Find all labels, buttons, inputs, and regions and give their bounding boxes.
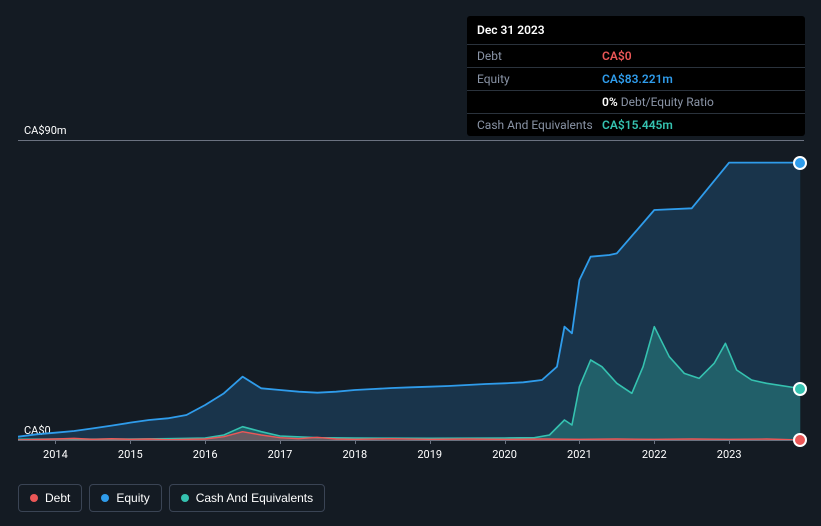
legend-dot-icon bbox=[181, 494, 189, 502]
legend-item-label: Debt bbox=[45, 491, 70, 505]
x-tick-mark bbox=[579, 440, 580, 444]
hover-tooltip: Dec 31 2023 DebtCA$0EquityCA$83.221m0%De… bbox=[467, 16, 805, 136]
tooltip-date: Dec 31 2023 bbox=[467, 16, 805, 44]
x-tick-label: 2016 bbox=[193, 448, 218, 461]
tooltip-row-label: Cash And Equivalents bbox=[477, 118, 602, 132]
end-marker-cash bbox=[793, 382, 807, 396]
end-marker-debt bbox=[793, 433, 807, 447]
chart-legend: Debt Equity Cash And Equivalents bbox=[18, 484, 325, 512]
tooltip-row-value: CA$83.221m bbox=[602, 72, 795, 86]
x-tick-mark bbox=[430, 440, 431, 444]
x-tick-mark bbox=[729, 440, 730, 444]
tooltip-row-value: 0%Debt/Equity Ratio bbox=[602, 95, 795, 109]
x-tick-mark bbox=[280, 440, 281, 444]
x-tick-label: 2022 bbox=[642, 448, 667, 461]
financials-chart: Dec 31 2023 DebtCA$0EquityCA$83.221m0%De… bbox=[0, 0, 821, 526]
tooltip-row: Cash And EquivalentsCA$15.445m bbox=[467, 113, 805, 136]
tooltip-row-label bbox=[477, 95, 602, 109]
x-tick-label: 2015 bbox=[118, 448, 143, 461]
x-tick-mark bbox=[355, 440, 356, 444]
x-tick-label: 2023 bbox=[717, 448, 742, 461]
x-tick-label: 2021 bbox=[567, 448, 592, 461]
legend-dot-icon bbox=[101, 494, 109, 502]
x-tick-label: 2019 bbox=[417, 448, 442, 461]
tooltip-row-label: Equity bbox=[477, 72, 602, 86]
plot-area bbox=[18, 140, 804, 440]
tooltip-row-value: CA$15.445m bbox=[602, 118, 795, 132]
legend-item-label: Cash And Equivalents bbox=[196, 491, 313, 505]
legend-item-label: Equity bbox=[116, 491, 149, 505]
legend-dot-icon bbox=[30, 494, 38, 502]
tooltip-row-suffix: Debt/Equity Ratio bbox=[621, 95, 714, 109]
x-tick-label: 2020 bbox=[492, 448, 517, 461]
legend-item-cash[interactable]: Cash And Equivalents bbox=[169, 484, 325, 512]
x-tick-mark bbox=[654, 440, 655, 444]
tooltip-row-value: CA$0 bbox=[602, 49, 795, 63]
end-marker-equity bbox=[793, 156, 807, 170]
legend-item-debt[interactable]: Debt bbox=[18, 484, 82, 512]
x-tick-label: 2014 bbox=[43, 448, 68, 461]
x-tick-mark bbox=[505, 440, 506, 444]
y-axis-max-label: CA$90m bbox=[24, 124, 67, 137]
tooltip-row: 0%Debt/Equity Ratio bbox=[467, 90, 805, 113]
tooltip-row-label: Debt bbox=[477, 49, 602, 63]
x-tick-label: 2018 bbox=[342, 448, 367, 461]
x-axis-line bbox=[18, 440, 804, 441]
x-tick-mark bbox=[130, 440, 131, 444]
tooltip-row: DebtCA$0 bbox=[467, 44, 805, 67]
legend-item-equity[interactable]: Equity bbox=[89, 484, 161, 512]
x-tick-mark bbox=[55, 440, 56, 444]
tooltip-row: EquityCA$83.221m bbox=[467, 67, 805, 90]
x-tick-mark bbox=[205, 440, 206, 444]
x-tick-label: 2017 bbox=[268, 448, 293, 461]
